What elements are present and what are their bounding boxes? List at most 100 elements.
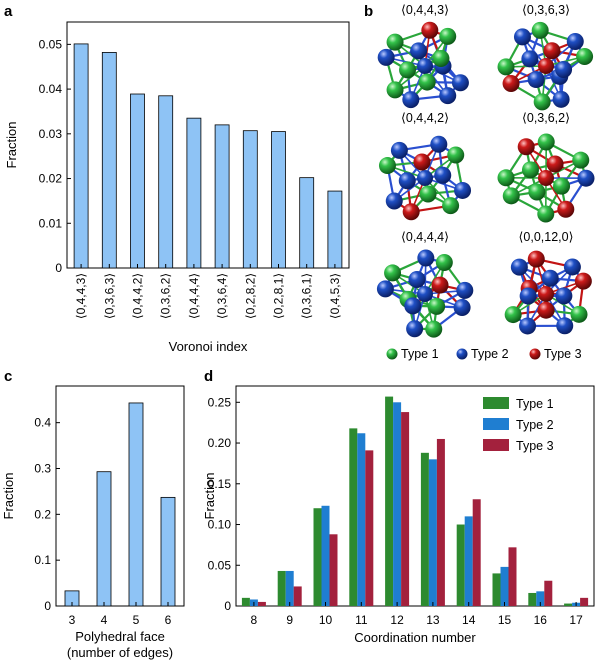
chart-a-frame — [66, 21, 350, 269]
panel-label-d: d — [204, 368, 213, 385]
cluster-image — [378, 135, 472, 221]
atom — [513, 28, 531, 46]
type3-atom-icon — [529, 348, 541, 360]
atom — [537, 133, 555, 151]
y-tick-label: 0.20 — [208, 436, 232, 450]
type2-atom-icon — [456, 348, 468, 360]
atom — [439, 87, 457, 105]
atom — [435, 253, 453, 271]
bar-type-3 — [580, 597, 589, 606]
atom — [574, 272, 592, 290]
atom — [410, 42, 428, 60]
atom — [570, 305, 588, 323]
cluster-label: ⟨0,3,6,2⟩ — [522, 111, 570, 125]
atom — [557, 200, 575, 218]
chart-a-bars — [73, 43, 343, 269]
atom — [456, 281, 474, 299]
legend-label: Type 1 — [516, 397, 554, 411]
x-tick-label: ⟨0,2,8,1⟩ — [272, 273, 286, 319]
atom — [576, 48, 594, 66]
x-tick-label: 16 — [534, 613, 548, 627]
bar — [96, 471, 112, 607]
chart-a-ylabel: Fraction — [4, 122, 19, 169]
bar-type-3 — [293, 586, 302, 606]
atom — [519, 317, 537, 335]
bar — [214, 124, 230, 269]
atom — [521, 50, 539, 68]
y-tick-label: 0.2 — [34, 507, 51, 521]
chart-d: 0 0.05 0.10 0.15 0.20 0.25 8 9 10 11 12 13 14 15 16 17… — [202, 385, 595, 645]
bar-type-3 — [365, 450, 374, 606]
atom — [543, 42, 561, 60]
cluster-legend: Type 1 Type 2 Type 3 — [386, 347, 582, 361]
atom — [431, 276, 449, 294]
bar-type-1 — [420, 452, 429, 606]
y-tick-label: 0.03 — [39, 127, 63, 141]
y-tick-label: 0.4 — [34, 416, 51, 430]
atom — [385, 192, 403, 210]
atom — [417, 58, 433, 74]
cluster-legend-type1: Type 1 — [401, 347, 439, 361]
y-tick-label: 0.05 — [208, 558, 232, 572]
bar-type-2 — [536, 591, 545, 606]
atom — [502, 187, 520, 205]
atom — [402, 203, 420, 221]
atom — [541, 269, 559, 287]
atom — [546, 155, 564, 173]
bar-type-1 — [241, 597, 250, 606]
bar-type-1 — [313, 508, 322, 606]
atom — [533, 93, 551, 111]
cluster-image — [377, 21, 469, 109]
legend-swatch — [483, 418, 509, 430]
chart-c-bars — [64, 402, 176, 607]
atom — [432, 49, 450, 67]
y-tick-label: 0.05 — [39, 37, 63, 51]
bar-type-1 — [277, 570, 286, 606]
x-tick-label: 17 — [569, 613, 583, 627]
atom — [398, 172, 416, 190]
atom — [497, 169, 515, 187]
legend-label: Type 3 — [516, 439, 554, 453]
atom — [404, 297, 422, 315]
bar — [271, 131, 286, 269]
atom — [377, 48, 395, 66]
chart-a: 0 0.01 0.02 0.03 0.04 0.05 ⟨0,4,4,3⟩ ⟨0,3,6,3⟩… — [4, 21, 350, 354]
chart-d-frame — [235, 385, 595, 607]
atom — [408, 271, 426, 289]
cluster-images — [376, 21, 595, 338]
bar-type-1 — [564, 603, 573, 606]
bar-type-3 — [436, 438, 445, 606]
atom — [502, 75, 520, 93]
atom — [538, 170, 554, 186]
atom — [556, 317, 574, 335]
chart-c-xlabel-line2: (number of edges) — [67, 645, 173, 660]
panel-label-b: b — [364, 3, 373, 20]
bar-type-3 — [257, 601, 266, 606]
atom — [555, 60, 573, 78]
cluster-panel: ⟨0,4,4,3⟩ ⟨0,3,6,3⟩ ⟨0,4,4,2⟩ ⟨0,3,6,2⟩ … — [376, 3, 595, 361]
atom — [425, 320, 443, 338]
bar-type-3 — [544, 580, 553, 606]
atom — [399, 61, 417, 79]
atom — [453, 298, 471, 316]
chart-a-yticks: 0 0.01 0.02 0.03 0.04 0.05 — [39, 37, 71, 275]
bar-type-3 — [401, 412, 410, 606]
bar — [158, 95, 174, 269]
y-tick-label: 0 — [44, 599, 51, 613]
atom — [552, 90, 570, 108]
cluster-image — [504, 250, 592, 335]
atom — [413, 153, 431, 171]
x-tick-label: ⟨0,3,6,1⟩ — [300, 273, 314, 319]
x-tick-label: ⟨0,4,5,3⟩ — [328, 273, 342, 319]
chart-c-xticks: 3 4 5 6 — [69, 602, 172, 627]
atom — [527, 250, 545, 268]
bar — [73, 43, 89, 269]
bar — [327, 190, 343, 269]
atom — [553, 177, 571, 195]
chart-c-xlabel-line1: Polyhedral face — [75, 629, 165, 644]
bar-type-2 — [393, 402, 402, 606]
atom — [384, 264, 402, 282]
y-tick-label: 0.01 — [39, 216, 63, 230]
panel-label-a: a — [4, 3, 13, 20]
